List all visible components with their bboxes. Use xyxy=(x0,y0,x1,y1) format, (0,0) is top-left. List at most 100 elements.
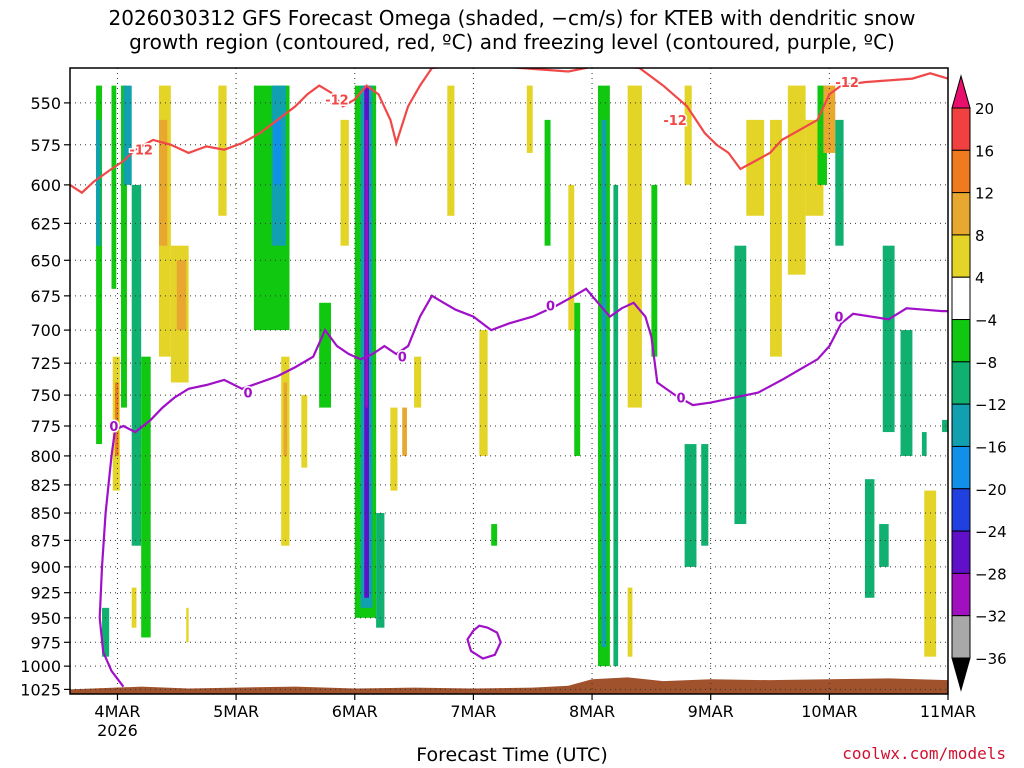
colorbar-box xyxy=(951,488,971,532)
y-tick-label: 675 xyxy=(30,287,61,306)
omega-cell xyxy=(96,85,103,445)
omega-cell xyxy=(365,119,368,408)
y-tick-label: 875 xyxy=(30,531,61,550)
dgz-contour-label: -12 xyxy=(325,93,349,108)
colorbar-box xyxy=(951,403,971,447)
omega-cell xyxy=(123,85,132,185)
y-tick-label: 850 xyxy=(30,504,61,523)
freezing-level-line xyxy=(98,287,948,688)
omega-cell xyxy=(158,119,168,246)
omega-cell xyxy=(651,184,658,357)
y-tick-label: 600 xyxy=(30,176,61,195)
omega-cell xyxy=(746,119,765,216)
omega-cell xyxy=(131,587,137,628)
y-tick-label: 975 xyxy=(30,633,61,652)
colorbar-label: −32 xyxy=(975,608,1007,626)
y-tick-label: 950 xyxy=(30,609,61,628)
omega-cell xyxy=(864,479,875,598)
omega-cell xyxy=(879,524,889,567)
omega-cell xyxy=(121,85,127,408)
y-tick-label: 800 xyxy=(30,447,61,466)
omega-cell xyxy=(102,607,110,657)
omega-cell xyxy=(627,587,633,657)
omega-cell xyxy=(601,119,607,648)
colorbar-box xyxy=(951,572,971,617)
colorbar-box xyxy=(951,192,971,236)
omega-cell xyxy=(447,85,455,216)
x-tick-label: 6MAR xyxy=(332,702,378,721)
x-tick-label: 5MAR xyxy=(213,702,259,721)
y-tick-label: 575 xyxy=(30,136,61,155)
omega-cell xyxy=(921,432,927,456)
omega-cell xyxy=(376,513,385,628)
x-axis: 4MAR 5MAR 6MAR 7MAR 8MAR 9MAR 10MAR 11MAR 2026 xyxy=(94,694,976,740)
y-tick-label: 550 xyxy=(30,94,61,113)
dgz-contour-label: -12 xyxy=(835,76,859,91)
y-tick-label: 750 xyxy=(30,386,61,405)
y-tick-label: 625 xyxy=(30,214,61,233)
y-tick-label: 1025 xyxy=(20,680,61,699)
y-tick-label: 700 xyxy=(30,321,61,340)
y-tick-label: 825 xyxy=(30,476,61,495)
x-tick-label: 11MAR xyxy=(920,702,976,721)
colorbar-box xyxy=(951,445,971,490)
colorbar-box xyxy=(951,361,971,405)
x-tick-label: 8MAR xyxy=(569,702,615,721)
omega-cell xyxy=(684,85,692,185)
freezing-level-label: 0 xyxy=(834,311,843,326)
chart-title: 2026030312 GFS Forecast Omega (shaded, −… xyxy=(0,6,1024,54)
colorbar-label: −36 xyxy=(975,650,1007,668)
y-tick-label: 1000 xyxy=(20,657,61,676)
freezing-level-loop xyxy=(466,624,502,660)
omega-cell xyxy=(340,119,349,246)
omega-cell xyxy=(574,302,581,456)
omega-cell xyxy=(770,119,782,357)
contours: -12 -12 -12 -12 0 0 0 0 0 0 xyxy=(70,68,948,688)
omega-cell xyxy=(568,184,575,331)
omega-cell xyxy=(111,85,117,289)
omega-cell xyxy=(301,395,308,468)
omega-cell xyxy=(734,245,747,525)
omega-cell xyxy=(544,119,551,246)
dgz-contour-line xyxy=(70,68,948,195)
omega-cell xyxy=(319,302,332,408)
omega-cell xyxy=(882,245,895,433)
colorbar-box xyxy=(951,276,971,321)
terrain-fill xyxy=(70,677,948,694)
omega-cell xyxy=(274,119,282,185)
colorbar-label: −16 xyxy=(975,438,1007,456)
y-tick-label: 775 xyxy=(30,417,61,436)
omega-cell xyxy=(390,407,398,491)
omega-cell xyxy=(526,85,533,153)
omega-cell xyxy=(491,524,498,546)
colorbar-label: −4 xyxy=(975,312,997,330)
colorbar-label: 20 xyxy=(975,100,994,118)
colorbar-label: −24 xyxy=(975,523,1007,541)
colorbar-label: −28 xyxy=(975,565,1007,583)
omega-cell xyxy=(402,407,407,456)
chart-title-line-2: growth region (contoured, red, ºC) and f… xyxy=(129,30,895,54)
omega-cell xyxy=(218,85,227,216)
freezing-level-label: 0 xyxy=(677,392,686,407)
dgz-contour-label: -12 xyxy=(663,114,687,129)
x-tick-label: 9MAR xyxy=(688,702,734,721)
omega-cell xyxy=(787,85,806,275)
x-tick-label: 7MAR xyxy=(450,702,496,721)
colorbar: 20 16 12 8 4 −4 −8 −12 −16 −20 −24 −28 −32 −36 xyxy=(951,74,1007,692)
omega-cell xyxy=(817,85,827,185)
colorbar-bottom-triangle xyxy=(951,657,971,692)
colorbar-label: 12 xyxy=(975,185,994,203)
credit-text: coolwx.com/models xyxy=(842,744,1006,763)
omega-cell xyxy=(176,260,187,331)
omega-cell xyxy=(835,119,844,246)
freezing-level-label: 0 xyxy=(243,387,252,402)
y-tick-label: 900 xyxy=(30,558,61,577)
omega-cell xyxy=(900,330,913,456)
omega-cell xyxy=(283,382,288,456)
omega-cell xyxy=(141,356,151,638)
omega-cell xyxy=(924,490,937,657)
omega-cell xyxy=(627,85,642,408)
omega-cell xyxy=(186,607,189,643)
omega-cell xyxy=(131,184,142,546)
colorbar-box xyxy=(951,149,971,194)
